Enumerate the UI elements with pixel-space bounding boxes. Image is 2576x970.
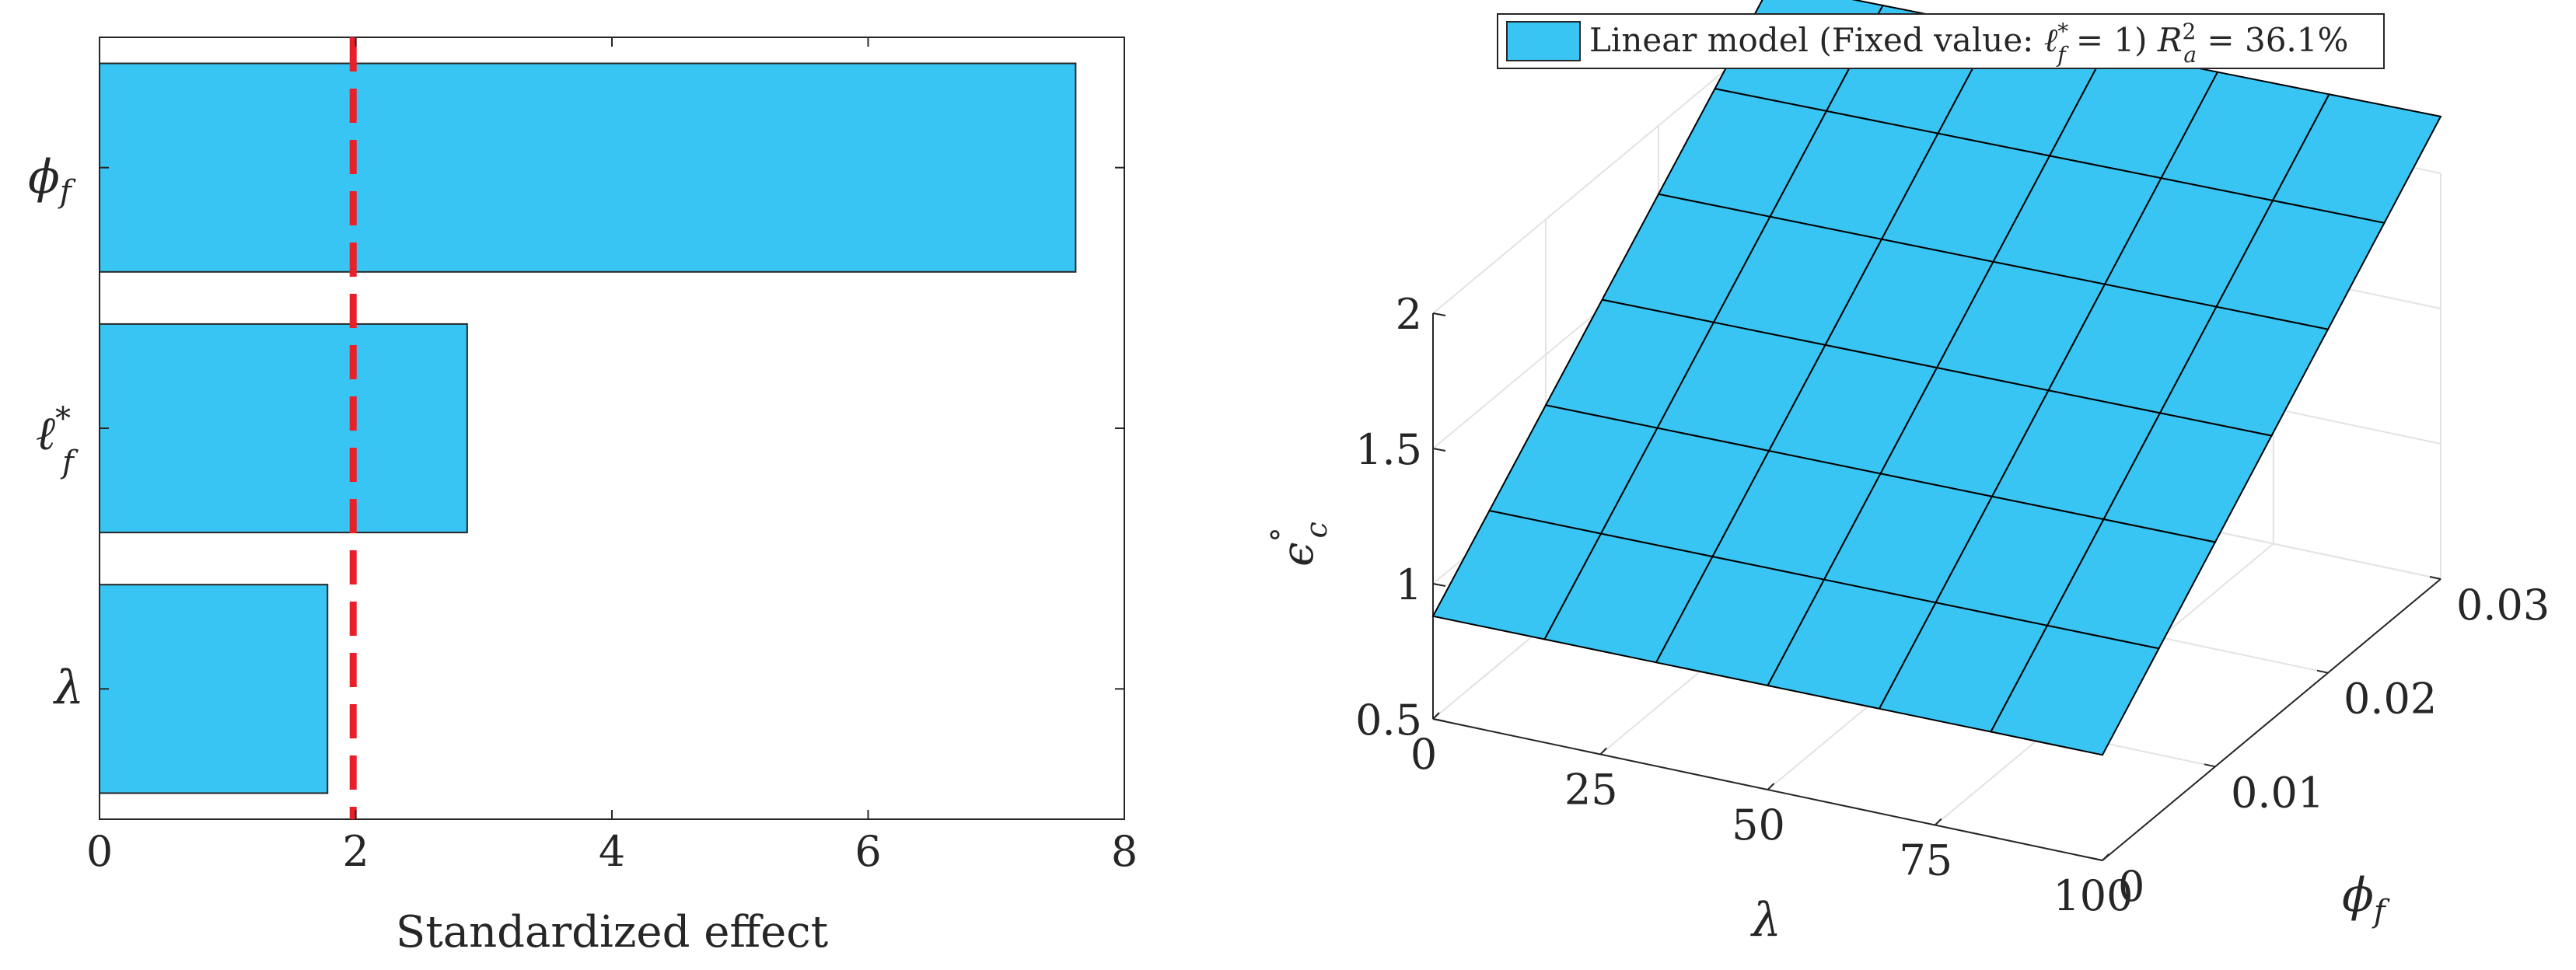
surface-mesh [1431,0,2442,756]
bar-x-tick-label-3: 6 [855,827,881,876]
y-tick-label-1: 0.01 [2231,768,2324,817]
bar-0 [99,62,1077,273]
x-tick-3 [1935,818,1942,826]
z-tick-label-2: 1.5 [1355,425,1422,474]
bar-x-tick-label-4: 8 [1111,827,1138,876]
surface-z-axis-label: ϵ°c [1265,522,1333,567]
legend-box [1497,13,2385,69]
y-axis-line [2102,578,2441,861]
legend-label: Linear model (Fixed value: ℓ* f = 1) R2 a … [1589,19,2348,68]
y-tick-label-0: 0 [2118,862,2144,911]
y-tick-label-3: 0.03 [2456,581,2550,630]
x-tick-label-1: 25 [1564,766,1618,815]
bar-x-ticks: 0 2 4 6 8 [86,37,1138,876]
bar-x-tick-label-1: 2 [342,827,369,876]
bar-1 [99,323,468,534]
x-tick-2 [1767,783,1775,790]
bar-2 [99,584,329,794]
surface-x-axis-label: λ [1750,893,1781,947]
z-tick-label-0: 0.5 [1355,696,1422,745]
bar-x-tick-label-2: 4 [599,827,625,876]
bar-x-tick-label-0: 0 [86,827,113,876]
z-tick-label-1: 1 [1396,560,1422,609]
y-tick-3 [2429,576,2441,580]
surface-cell-5-0 [1989,624,2161,756]
x-tick-label-3: 75 [1899,836,1952,885]
z-tick-1 [1432,583,1446,587]
x-tick-label-2: 50 [1732,801,1785,850]
x-tick-label-0: 0 [1410,730,1437,779]
y-tick-1 [2204,763,2216,768]
x-tick-1 [1599,747,1607,755]
x-tick-4 [2102,853,2109,861]
x-tick-0 [1432,712,1440,720]
bar-marks [99,37,1124,819]
bar-category-label-phi-f: ϕf [28,150,76,210]
y-tick-0 [2091,857,2103,861]
surface-y-axis-label: ϕf [2342,868,2390,930]
z-tick-label-3: 2 [1396,290,1422,339]
y-tick-label-2: 0.02 [2344,675,2437,724]
bar-x-axis-label: Standardized effect [396,907,829,958]
bar-category-label-ell-f-star: ℓ* f [36,401,79,480]
x-tick-label-4: 100 [2053,871,2133,920]
y-tick-2 [2316,669,2329,674]
legend-swatch [1506,21,1581,61]
standardized-effect-bar-chart: 0 2 4 6 8 ϕf ℓ* f λ Standardized effect [28,37,1138,958]
z-tick-3 [1432,312,1446,316]
bar-category-label-lambda: λ [53,661,84,715]
surface-legend: Linear model (Fixed value: ℓ* f = 1) R2 a … [1497,13,2385,69]
z-tick-0 [1432,718,1446,722]
z-tick-2 [1432,448,1446,452]
